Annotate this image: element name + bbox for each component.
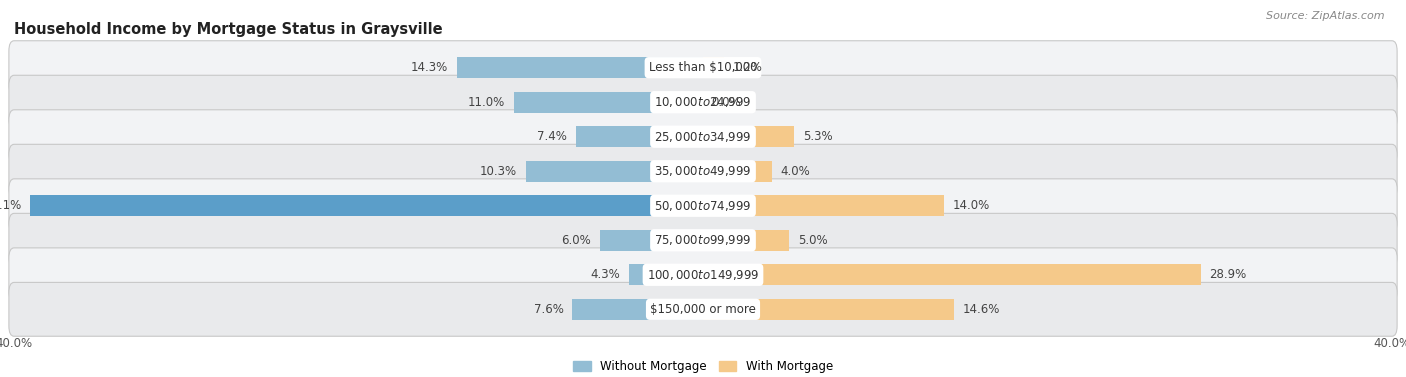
Bar (513, 92, 703, 113)
Text: $10,000 to $24,999: $10,000 to $24,999 (654, 95, 752, 109)
Text: $100,000 to $149,999: $100,000 to $149,999 (647, 268, 759, 282)
Text: $50,000 to $74,999: $50,000 to $74,999 (654, 199, 752, 213)
Bar (575, 126, 703, 147)
Text: Household Income by Mortgage Status in Graysville: Household Income by Mortgage Status in G… (14, 22, 443, 37)
Text: 14.3%: 14.3% (411, 61, 449, 74)
Text: 5.3%: 5.3% (803, 130, 832, 143)
FancyBboxPatch shape (8, 282, 1398, 336)
Bar (628, 264, 703, 285)
FancyBboxPatch shape (8, 144, 1398, 198)
Text: 14.6%: 14.6% (963, 303, 1001, 316)
Bar (703, 195, 945, 216)
Text: 6.0%: 6.0% (561, 234, 591, 247)
Text: Source: ZipAtlas.com: Source: ZipAtlas.com (1267, 11, 1385, 21)
Bar (572, 299, 703, 320)
Text: 7.6%: 7.6% (534, 303, 564, 316)
Text: $75,000 to $99,999: $75,000 to $99,999 (654, 233, 752, 247)
FancyBboxPatch shape (8, 75, 1398, 129)
FancyBboxPatch shape (8, 213, 1398, 267)
Text: 1.2%: 1.2% (733, 61, 762, 74)
Text: 11.0%: 11.0% (468, 96, 505, 109)
Bar (457, 57, 703, 78)
Bar (703, 264, 1201, 285)
Text: $25,000 to $34,999: $25,000 to $34,999 (654, 130, 752, 144)
Text: 39.1%: 39.1% (0, 199, 21, 212)
Text: $35,000 to $49,999: $35,000 to $49,999 (654, 164, 752, 178)
Bar (30, 195, 703, 216)
Text: 28.9%: 28.9% (1209, 268, 1247, 281)
Bar (526, 161, 703, 182)
Text: 4.0%: 4.0% (780, 165, 810, 178)
FancyBboxPatch shape (8, 248, 1398, 302)
Bar (703, 126, 794, 147)
Legend: Without Mortgage, With Mortgage: Without Mortgage, With Mortgage (568, 355, 838, 377)
Bar (703, 299, 955, 320)
Bar (703, 57, 724, 78)
Text: 14.0%: 14.0% (953, 199, 990, 212)
Bar (599, 230, 703, 251)
Text: 10.3%: 10.3% (479, 165, 517, 178)
Text: 4.3%: 4.3% (591, 268, 620, 281)
Text: 5.0%: 5.0% (797, 234, 827, 247)
Text: 7.4%: 7.4% (537, 130, 567, 143)
FancyBboxPatch shape (8, 41, 1398, 95)
Text: $150,000 or more: $150,000 or more (650, 303, 756, 316)
Text: 0.0%: 0.0% (711, 96, 741, 109)
Text: Less than $10,000: Less than $10,000 (648, 61, 758, 74)
Bar (703, 230, 789, 251)
FancyBboxPatch shape (8, 179, 1398, 233)
FancyBboxPatch shape (8, 110, 1398, 164)
Bar (703, 161, 772, 182)
